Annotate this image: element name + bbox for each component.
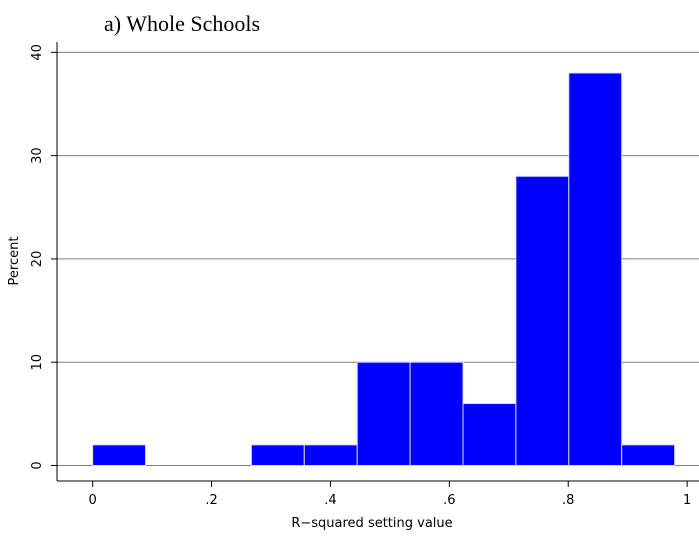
histogram-bar: [410, 362, 463, 465]
histogram-bar: [569, 73, 622, 466]
y-tick-label: 40: [30, 44, 45, 61]
bars: [93, 73, 675, 466]
y-tick-label: 0: [30, 461, 45, 469]
histogram-bar: [93, 445, 146, 466]
x-tick-label: .8: [562, 493, 574, 508]
y-tick-label: 20: [30, 251, 45, 268]
histogram-bar: [304, 445, 357, 466]
histogram-bar: [516, 176, 569, 465]
y-tick-label: 30: [30, 147, 45, 164]
histogram-bar: [622, 445, 675, 466]
x-tick-label: .6: [443, 493, 455, 508]
y-ticks: 0 10 20 30 40: [30, 44, 57, 470]
x-tick-label: .2: [205, 493, 217, 508]
x-axis-title: R−squared setting value: [291, 516, 452, 531]
x-tick-label: .4: [324, 493, 336, 508]
x-tick-label: 0: [89, 493, 97, 508]
x-tick-label: 1: [683, 493, 691, 508]
y-axis-title: Percent: [7, 237, 22, 286]
histogram-bar: [357, 362, 410, 465]
histogram-bar: [463, 404, 516, 466]
y-tick-label: 10: [30, 354, 45, 371]
chart-title: a) Whole Schools: [104, 11, 260, 36]
histogram-bar: [251, 445, 304, 466]
x-ticks: 0 .2 .4 .6 .8 1: [89, 481, 692, 508]
